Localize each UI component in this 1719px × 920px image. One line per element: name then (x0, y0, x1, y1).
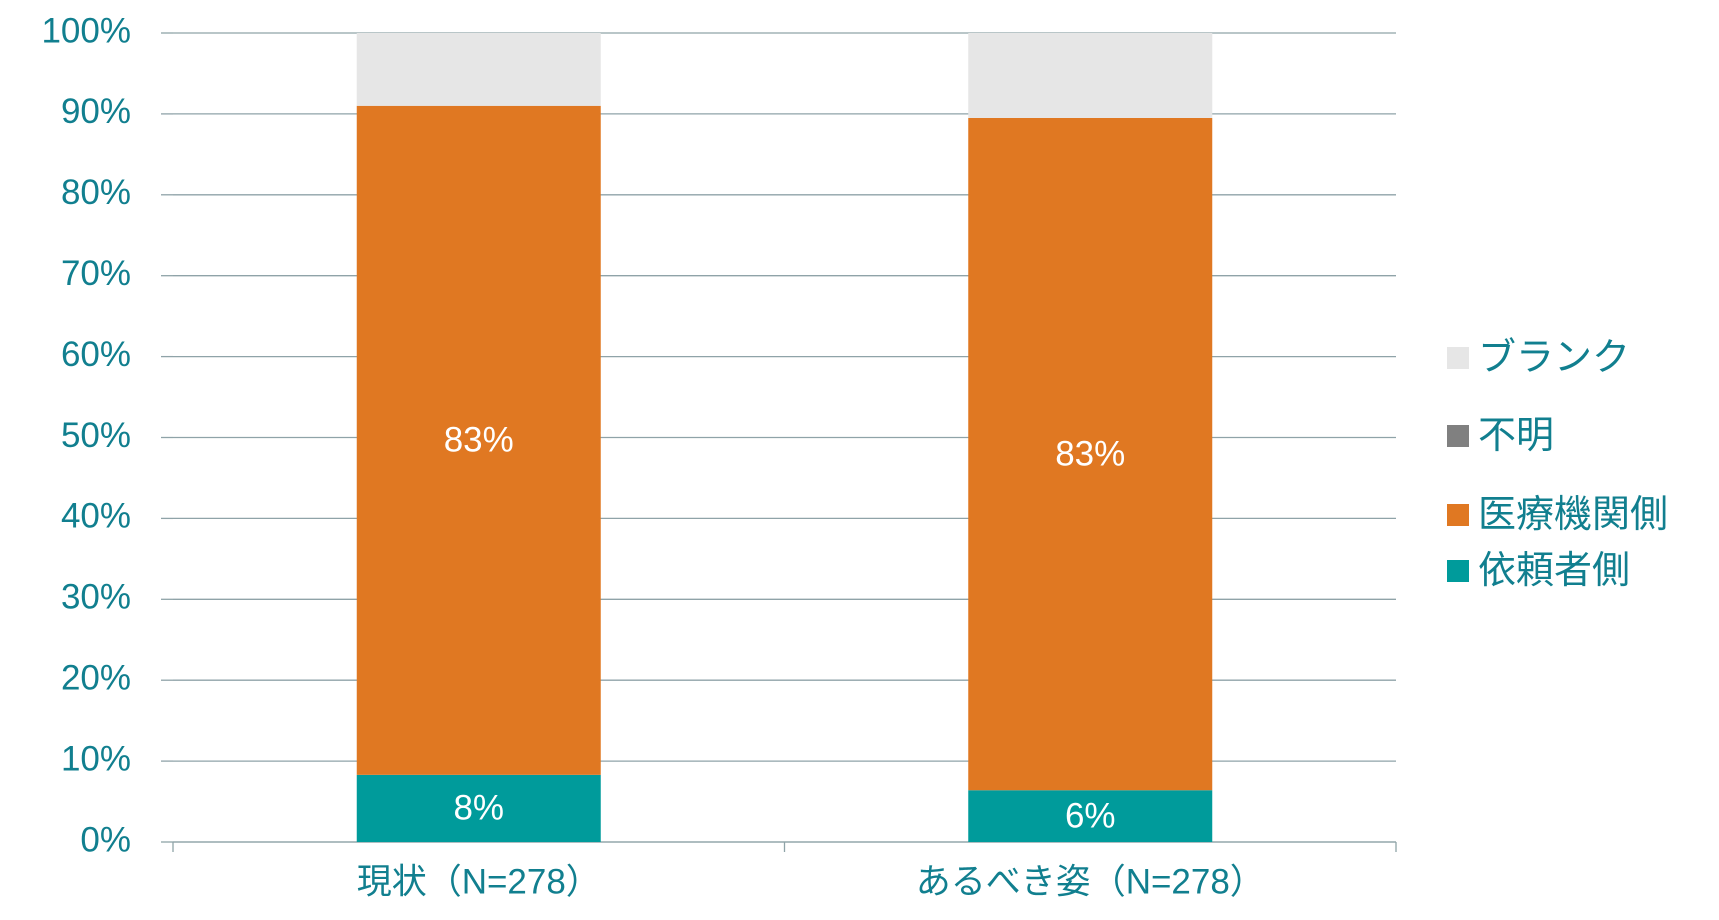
legend-swatch (1447, 560, 1469, 582)
data-label: 6% (1065, 796, 1116, 835)
legend-swatch (1447, 425, 1469, 447)
bar-segment (968, 117, 1213, 791)
y-tick-label: 10% (61, 739, 131, 778)
bar-segment (356, 33, 601, 106)
x-tick-label: あるべき姿（N=278） (916, 862, 1265, 901)
data-label: 83% (1055, 434, 1125, 473)
y-tick-label: 50% (61, 416, 131, 455)
bar-segment (356, 105, 601, 775)
legend-swatch (1447, 347, 1469, 369)
legend-label: 医療機関側 (1478, 494, 1668, 536)
bar-segment (968, 33, 1213, 118)
y-tick-label: 0% (80, 820, 131, 859)
y-tick-label: 40% (61, 497, 131, 536)
bar-segment (968, 790, 1213, 842)
y-tick-label: 100% (41, 11, 131, 50)
data-label: 83% (444, 421, 514, 460)
y-tick-label: 90% (61, 92, 131, 131)
legend-swatch (1447, 504, 1469, 526)
y-tick-label: 70% (61, 254, 131, 293)
legend-label: 依頼者側 (1478, 550, 1630, 592)
y-tick-label: 20% (61, 658, 131, 697)
y-tick-label: 60% (61, 335, 131, 374)
y-tick-label: 30% (61, 578, 131, 617)
legend-label: ブランク (1478, 337, 1630, 379)
y-tick-label: 80% (61, 173, 131, 212)
x-tick-label: 現状（N=278） (357, 862, 601, 901)
legend-label: 不明 (1478, 415, 1554, 457)
bar-segment (356, 774, 601, 842)
data-label: 8% (453, 789, 504, 828)
